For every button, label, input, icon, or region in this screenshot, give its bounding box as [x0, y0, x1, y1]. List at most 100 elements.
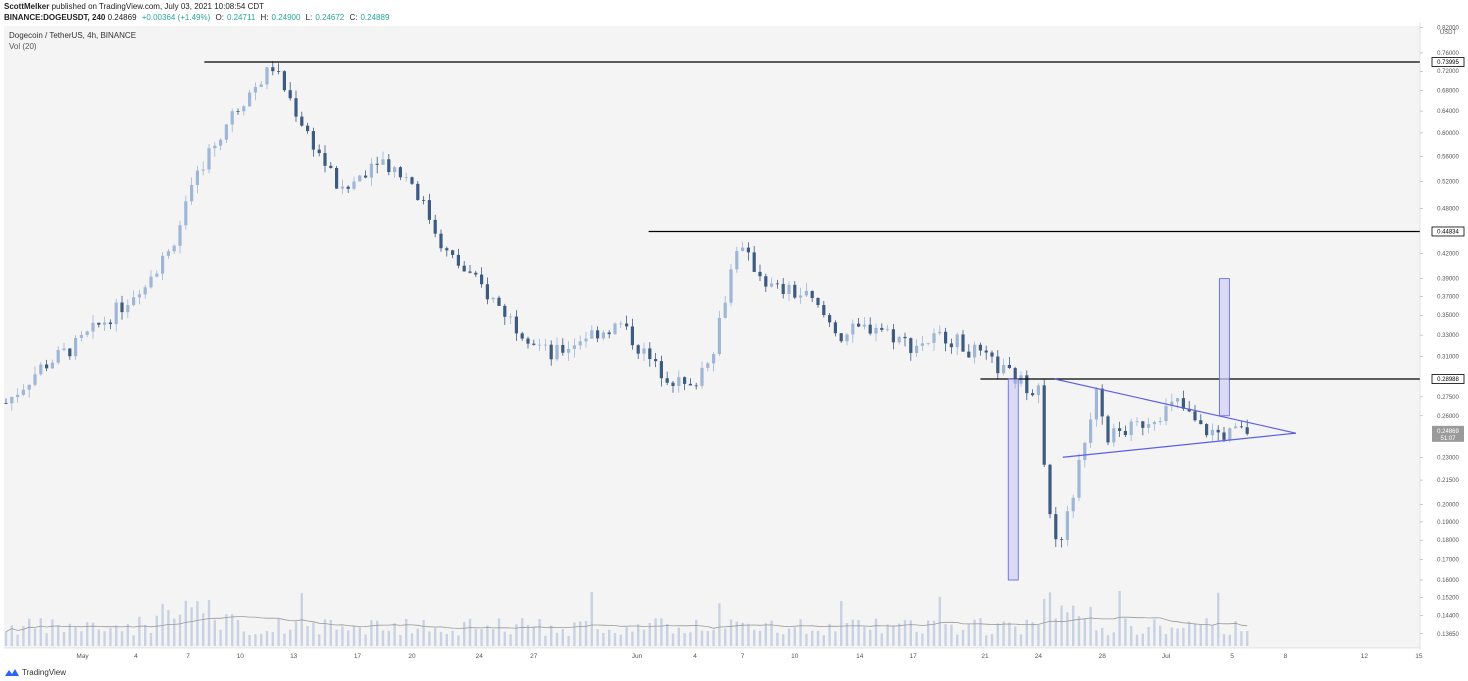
price-axis-label: 0.42000	[1437, 252, 1459, 258]
measure-box[interactable]	[1007, 378, 1019, 581]
volume-bar	[1077, 616, 1081, 646]
price-axis-label: 0.82000	[1437, 25, 1459, 31]
price-axis-label: 0.13650	[1437, 632, 1459, 638]
price-axis-label: 0.17000	[1437, 558, 1459, 564]
candle-body	[926, 342, 930, 344]
candle-body	[1100, 388, 1104, 417]
author-name[interactable]: ScottMelker	[4, 2, 50, 11]
volume-bar	[1153, 619, 1156, 646]
volume-bar	[271, 631, 274, 646]
candle-body	[1228, 428, 1232, 440]
candle-body	[619, 323, 623, 325]
volume-bar	[1211, 625, 1214, 646]
volume-bar	[950, 624, 953, 646]
price-change: +0.00364 (+1.49%)	[141, 13, 211, 22]
volume-bar	[242, 631, 245, 646]
volume-bar	[660, 618, 663, 646]
price-axis-label: 0.31000	[1437, 354, 1459, 360]
candle-body	[694, 385, 698, 387]
candle-body	[4, 403, 8, 404]
candle-body	[538, 344, 542, 346]
volume-bar	[289, 629, 292, 646]
candle-body	[828, 315, 832, 323]
volume-bar	[886, 624, 889, 646]
triangle-lower-line[interactable]	[1062, 432, 1296, 458]
volume-bar	[1101, 627, 1104, 646]
candle-body	[636, 345, 640, 354]
target-box[interactable]	[1218, 278, 1230, 417]
candle-body	[259, 84, 263, 87]
volume-bar	[323, 619, 327, 646]
candle-body	[642, 348, 646, 354]
volume-bar	[747, 623, 750, 646]
volume-bar	[341, 626, 344, 646]
candle-body	[242, 106, 246, 112]
volume-bar	[550, 625, 553, 646]
plot-area[interactable]	[4, 26, 1420, 648]
volume-bar	[1118, 591, 1121, 646]
candle-body	[1002, 364, 1006, 374]
volume-bar	[973, 619, 976, 646]
candle-body	[1054, 514, 1058, 540]
volume-bar	[700, 630, 704, 646]
candle-body	[775, 283, 779, 285]
volume-bar	[1066, 612, 1069, 646]
volume-bar	[149, 633, 153, 646]
volume-moving-average	[5, 616, 1248, 632]
volume-bar	[312, 622, 315, 646]
volume-bar	[416, 628, 419, 646]
candlestick-series	[4, 61, 1249, 548]
tradingview-logo-icon	[5, 669, 19, 676]
volume-bar	[155, 615, 158, 646]
candle-body	[1205, 424, 1209, 436]
candle-body	[265, 67, 269, 85]
volume-bar	[254, 634, 257, 646]
volume-bar	[1037, 625, 1040, 646]
candle-body	[422, 199, 426, 201]
candle-body	[706, 363, 710, 368]
volume-bar	[196, 601, 199, 646]
price-axis-label: 0.33000	[1437, 333, 1459, 339]
candle-body	[659, 361, 663, 379]
candle-body	[1239, 426, 1243, 428]
current-price-label: 0.24869	[1437, 429, 1459, 435]
candle-body	[451, 250, 455, 255]
time-axis-label: 24	[476, 653, 484, 660]
volume-bar	[1124, 618, 1127, 646]
candle-body	[1083, 442, 1087, 460]
candle-body	[1164, 405, 1168, 422]
candle-body	[398, 167, 402, 178]
level-price-label: 0.44834	[1437, 230, 1459, 236]
volume-bar	[1060, 605, 1063, 646]
time-axis[interactable]: May 4 7 10 13 17 20 24 27 Jun 4 7 10 14 17 21 24 28 Jul 5 8 1…	[76, 653, 1422, 660]
candle-body	[1222, 432, 1226, 440]
price-axis[interactable]	[1420, 22, 1468, 650]
candle-body	[770, 283, 774, 287]
high-label: H:	[260, 13, 269, 22]
volume-bar	[1188, 621, 1191, 646]
low-label: L:	[305, 13, 313, 22]
candle-body	[137, 294, 141, 298]
volume-bar	[1014, 626, 1017, 646]
volume-bar	[428, 631, 431, 646]
volume-bar	[1176, 628, 1179, 646]
volume-bar	[932, 620, 936, 646]
candle-body	[1065, 511, 1069, 540]
volume-bar	[544, 635, 547, 646]
candle-body	[746, 247, 750, 253]
volume-bar	[503, 631, 506, 646]
volume-bar	[1048, 592, 1052, 646]
candle-body	[201, 169, 205, 171]
time-axis-label: 10	[791, 653, 799, 660]
triangle-upper-line[interactable]	[1054, 378, 1297, 434]
volume-bar	[306, 625, 309, 646]
candle-body	[1060, 539, 1064, 541]
close-value: 0.24889	[360, 13, 390, 22]
candle-body	[178, 225, 182, 246]
candle-body	[793, 284, 797, 298]
price-axis-label: 0.60000	[1437, 131, 1459, 137]
chart-header: ScottMelker published on TradingView.com…	[4, 1, 392, 23]
time-axis-label: 10	[237, 653, 245, 660]
volume-bar	[248, 634, 251, 646]
